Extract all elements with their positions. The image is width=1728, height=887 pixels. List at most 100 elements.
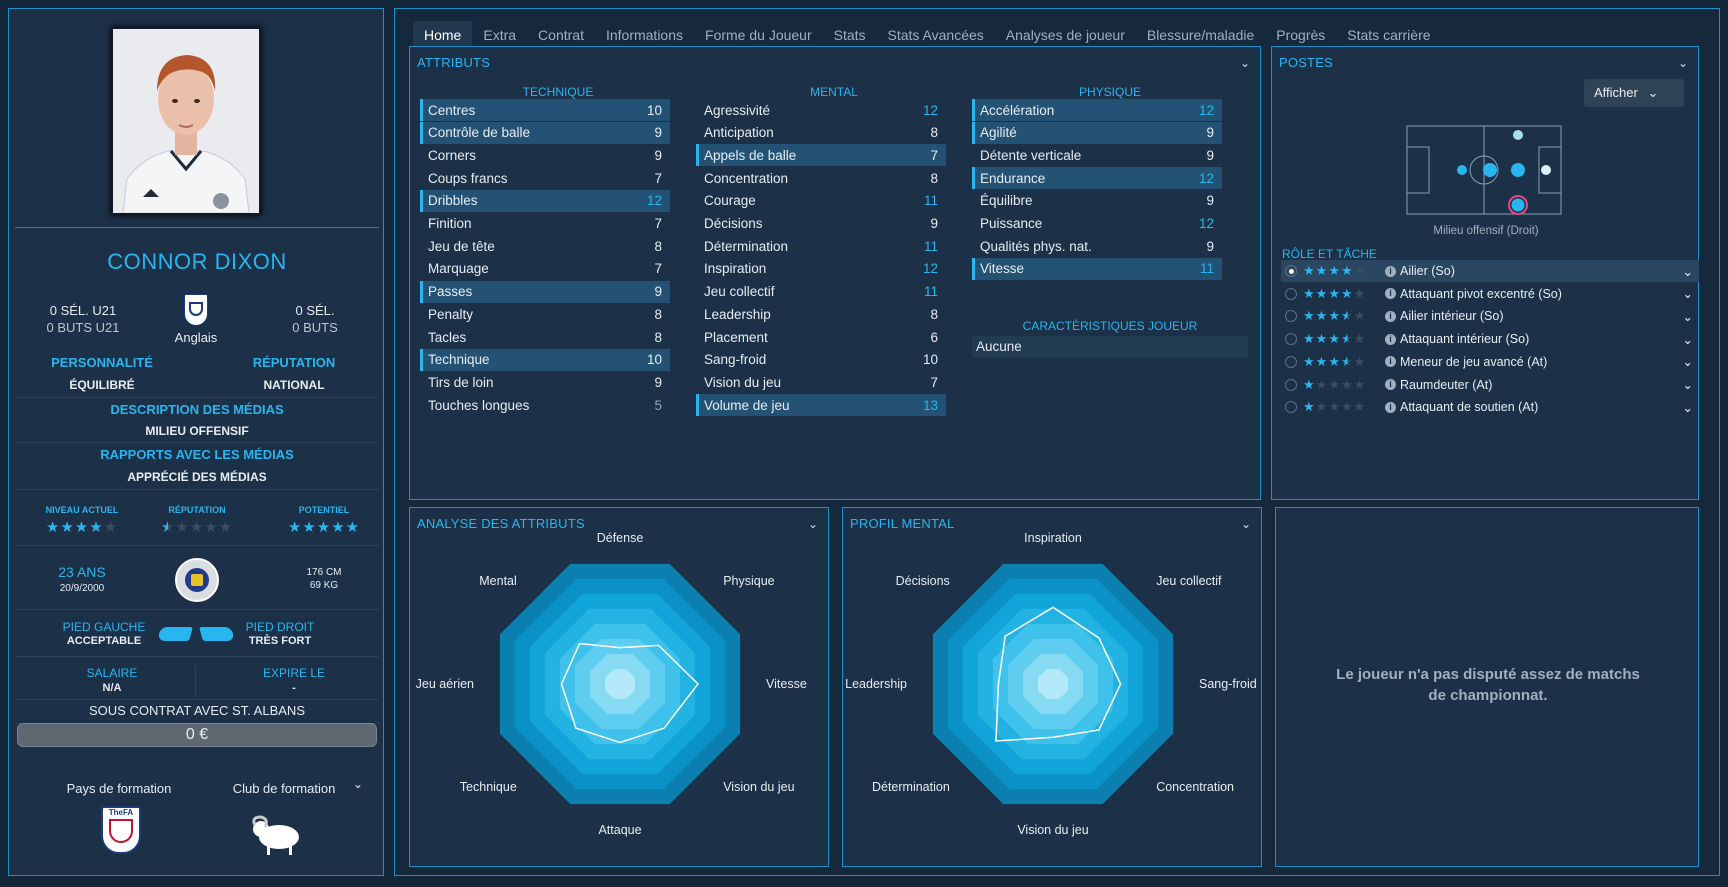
personality-value: ÉQUILIBRÉ xyxy=(69,378,135,392)
name-divider xyxy=(15,227,379,228)
tab-informations[interactable]: Informations xyxy=(605,27,684,43)
attribute-row[interactable]: Contrôle de balle 9 xyxy=(420,121,670,144)
attribute-row[interactable]: Centres 10 xyxy=(420,99,670,121)
attribute-row[interactable]: Anticipation 8 xyxy=(696,122,946,144)
role-row[interactable]: ★★★★★ i Ailier intérieur (So) ⌄ xyxy=(1281,305,1699,327)
attribute-row[interactable]: Technique 10 xyxy=(420,348,670,371)
info-icon[interactable]: i xyxy=(1385,310,1396,322)
chevron-down-icon[interactable]: ⌄ xyxy=(1677,56,1688,70)
role-radio[interactable] xyxy=(1285,310,1297,323)
attribute-row[interactable]: Décisions 9 xyxy=(696,213,946,235)
attribute-row[interactable]: Détermination 11 xyxy=(696,235,946,257)
divider xyxy=(15,489,379,490)
chevron-down-icon[interactable]: ⌄ xyxy=(1682,264,1693,279)
tab-stats-avanc-es[interactable]: Stats Avancées xyxy=(887,27,984,43)
role-radio[interactable] xyxy=(1285,401,1297,414)
attribute-row[interactable]: Jeu de tête 8 xyxy=(420,235,670,257)
potential-stars: ★★★★★ xyxy=(287,519,361,536)
attribute-row[interactable]: Coups francs 7 xyxy=(420,167,670,189)
role-radio[interactable] xyxy=(1285,355,1297,368)
contract-status: SOUS CONTRAT AVEC ST. ALBANS xyxy=(88,703,305,718)
info-icon[interactable]: i xyxy=(1385,379,1396,390)
attribute-row[interactable]: Qualités phys. nat. 9 xyxy=(972,235,1222,257)
info-icon[interactable]: i xyxy=(1385,288,1396,300)
expires-label: EXPIRE LE xyxy=(262,666,326,680)
attribute-row[interactable]: Puissance 12 xyxy=(972,213,1222,235)
player-name: CONNOR DIXON xyxy=(107,249,287,274)
attribute-name: Puissance xyxy=(980,216,1043,231)
role-name: Meneur de jeu avancé (At) xyxy=(1400,354,1548,369)
attribute-row[interactable]: Jeu collectif 11 xyxy=(696,281,946,303)
analysis-title: ANALYSE DES ATTRIBUTS xyxy=(417,516,585,531)
role-row[interactable]: ★★★★★ i Attaquant pivot excentré (So) ⌄ xyxy=(1281,283,1699,305)
personality-label: PERSONNALITÉ xyxy=(51,355,153,370)
radar-value-polygon xyxy=(560,642,699,744)
chevron-down-icon[interactable]: ⌄ xyxy=(1682,332,1693,347)
attribute-row[interactable]: Sang-froid 10 xyxy=(696,349,946,371)
chevron-down-icon[interactable]: ⌄ xyxy=(1682,378,1693,392)
attribute-row[interactable]: Endurance 12 xyxy=(972,167,1222,190)
chevron-down-icon[interactable]: ⌄ xyxy=(353,777,364,791)
chevron-down-icon[interactable]: ⌄ xyxy=(1682,400,1693,415)
attribute-row[interactable]: Détente verticale 9 xyxy=(972,144,1222,166)
attribute-row[interactable]: Inspiration 12 xyxy=(696,258,946,280)
role-row[interactable]: ★★★★★ i Meneur de jeu avancé (At) ⌄ xyxy=(1281,351,1699,373)
attribute-row[interactable]: Agilité 9 xyxy=(972,121,1222,144)
attribute-value: 11 xyxy=(923,193,938,209)
attribute-row[interactable]: Volume de jeu 13 xyxy=(696,394,946,417)
attribute-row[interactable]: Concentration 8 xyxy=(696,167,946,189)
attribute-row[interactable]: Vitesse 11 xyxy=(972,257,1222,280)
chevron-down-icon[interactable]: ⌄ xyxy=(1239,56,1250,70)
attribute-row[interactable]: Penalty 8 xyxy=(420,303,670,325)
left-boot-icon xyxy=(157,627,193,641)
attribute-row[interactable]: Corners 9 xyxy=(420,144,670,166)
role-radio[interactable] xyxy=(1285,287,1297,300)
role-row[interactable]: ★★★★★ i Attaquant intérieur (So) ⌄ xyxy=(1281,328,1699,350)
info-icon[interactable]: i xyxy=(1385,265,1396,277)
attribute-row[interactable]: Passes 9 xyxy=(420,280,670,303)
training-country-label: Pays de formation xyxy=(66,781,172,796)
attribute-value: 8 xyxy=(654,306,662,322)
tab-analyses-de-joueur[interactable]: Analyses de joueur xyxy=(1005,27,1125,43)
attribute-row[interactable]: Agressivité 12 xyxy=(696,99,946,121)
chevron-down-icon[interactable]: ⌄ xyxy=(1682,309,1693,324)
attribute-row[interactable]: Accélération 12 xyxy=(972,99,1222,121)
attribute-row[interactable]: Appels de balle 7 xyxy=(696,144,946,167)
attribute-row[interactable]: Tacles 8 xyxy=(420,326,670,348)
afficher-button[interactable]: Afficher ⌄ xyxy=(1584,79,1684,107)
tab-contrat[interactable]: Contrat xyxy=(538,27,584,43)
chevron-down-icon[interactable]: ⌄ xyxy=(1682,287,1693,302)
tab-extra[interactable]: Extra xyxy=(483,27,517,43)
attribute-row[interactable]: Courage 11 xyxy=(696,190,946,212)
attribute-row[interactable]: Placement 6 xyxy=(696,326,946,348)
role-row[interactable]: ★★★★★ i Attaquant de soutien (At) ⌄ xyxy=(1281,396,1699,418)
value-amount: 0 € xyxy=(185,726,209,743)
tab-home[interactable]: Home xyxy=(413,21,473,49)
tab-stats[interactable]: Stats xyxy=(833,27,866,43)
attribute-row[interactable]: Touches longues 5 xyxy=(420,394,670,416)
tab-progr-s[interactable]: Progrès xyxy=(1276,27,1326,43)
chevron-down-icon[interactable]: ⌄ xyxy=(1240,517,1251,531)
chevron-down-icon[interactable]: ⌄ xyxy=(1682,355,1693,370)
info-icon[interactable]: i xyxy=(1385,356,1396,368)
tab-blessure-maladie[interactable]: Blessure/maladie xyxy=(1146,27,1255,43)
role-row[interactable]: ★★★★★ i Raumdeuter (At) ⌄ xyxy=(1281,374,1699,396)
attribute-row[interactable]: Tirs de loin 9 xyxy=(420,371,670,393)
attribute-row[interactable]: Marquage 7 xyxy=(420,258,670,280)
info-icon[interactable]: i xyxy=(1385,401,1396,413)
positions-title: POSTES xyxy=(1279,55,1333,70)
attribute-row[interactable]: Finition 7 xyxy=(420,213,670,235)
role-radio[interactable] xyxy=(1285,265,1297,277)
role-row[interactable]: ★★★★★ i Ailier (So) ⌄ xyxy=(1281,260,1699,282)
attribute-row[interactable]: Vision du jeu 7 xyxy=(696,371,946,393)
chevron-down-icon[interactable]: ⌄ xyxy=(807,517,818,531)
attribute-row[interactable]: Équilibre 9 xyxy=(972,190,1222,212)
tab-stats-carri-re[interactable]: Stats carrière xyxy=(1347,27,1431,43)
attribute-row[interactable]: Dribbles 12 xyxy=(420,189,670,212)
value-bar[interactable]: 0 € xyxy=(17,723,377,747)
attribute-row[interactable]: Leadership 8 xyxy=(696,303,946,325)
tab-forme-du-joueur[interactable]: Forme du Joueur xyxy=(705,27,812,43)
role-radio[interactable] xyxy=(1285,333,1297,346)
role-radio[interactable] xyxy=(1285,378,1297,391)
info-icon[interactable]: i xyxy=(1385,333,1396,345)
